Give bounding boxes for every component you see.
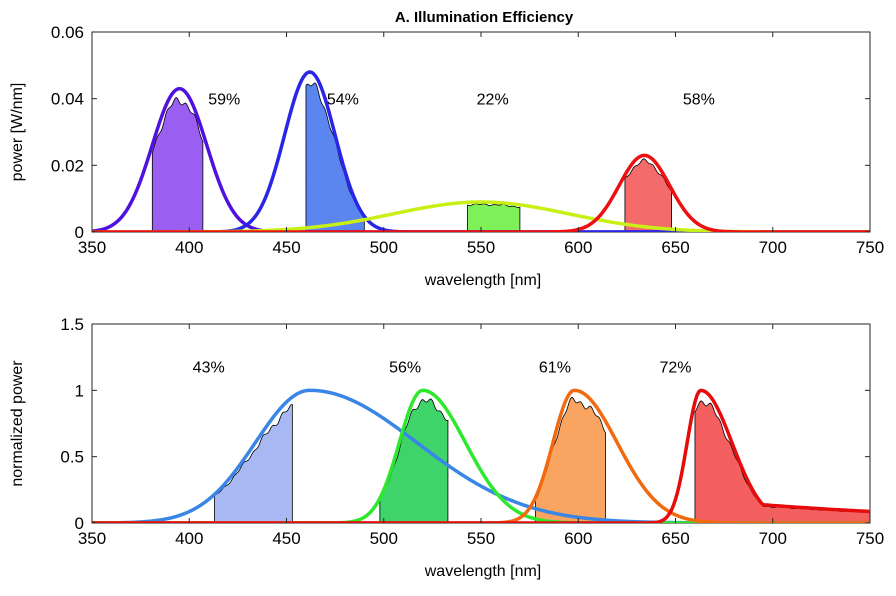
x-axis-label: wavelength [nm] [424,563,542,580]
x-tick-label: 750 [856,238,884,257]
x-tick-label: 650 [661,529,689,548]
efficiency-label: 61% [539,359,571,376]
x-tick-label: 550 [467,238,495,257]
x-tick-label: 700 [759,238,787,257]
y-tick-label: 1.5 [60,315,84,334]
efficiency-band-0 [151,97,204,232]
x-tick-label: 600 [564,529,592,548]
efficiency-label: 72% [659,359,691,376]
efficiency-band-1 [379,398,449,523]
x-tick-label: 350 [78,529,106,548]
x-tick-label: 450 [272,238,300,257]
efficiency-label: 22% [477,92,509,109]
y-tick-label: 0.02 [51,156,84,175]
efficiency-band-3 [624,158,673,232]
y-tick-label: 1 [75,381,84,400]
x-tick-label: 400 [175,529,203,548]
y-tick-label: 0 [75,514,84,533]
y-axis-label: normalized power [9,360,26,487]
efficiency-label: 43% [193,359,225,376]
x-tick-label: 400 [175,238,203,257]
efficiency-band-2 [466,203,521,232]
y-axis-label: power [W/nm] [9,83,26,182]
efficiency-label: 56% [389,359,421,376]
chart-title: A. Illumination Efficiency [395,9,574,26]
bottom-panel: 350 400 450 500 550 600 650 700 750 0 0.5 1 1.5 wavel… [9,315,884,580]
y-tick-label: 0 [75,223,84,242]
x-tick-label: 550 [467,529,495,548]
spectrum-line-0 [92,86,870,232]
x-tick-label: 500 [370,238,398,257]
x-tick-label: 750 [856,529,884,548]
y-tick-label: 0.04 [51,90,84,109]
x-tick-label: 700 [759,529,787,548]
spectrum-line-3 [92,153,870,232]
x-tick-label: 450 [272,529,300,548]
efficiency-label: 54% [327,92,359,109]
y-tick-label: 0.5 [60,448,84,467]
y-tick-label: 0.06 [51,23,84,42]
x-tick-label: 350 [78,238,106,257]
plot-area [92,388,870,523]
x-tick-label: 600 [564,238,592,257]
efficiency-label: 59% [208,92,240,109]
plot-area [92,70,870,232]
efficiency-band-0 [214,404,293,523]
spectrum-line-3 [92,388,870,523]
efficiency-band-2 [535,397,606,523]
efficiency-label: 58% [683,92,715,109]
top-panel: 350 400 450 500 550 600 650 700 750 0 0.02 0.04 0.06… [9,23,884,289]
x-axis-label: wavelength [nm] [424,272,542,289]
x-tick-label: 650 [661,238,689,257]
x-tick-label: 500 [370,529,398,548]
spectrum-line-1 [92,388,870,523]
